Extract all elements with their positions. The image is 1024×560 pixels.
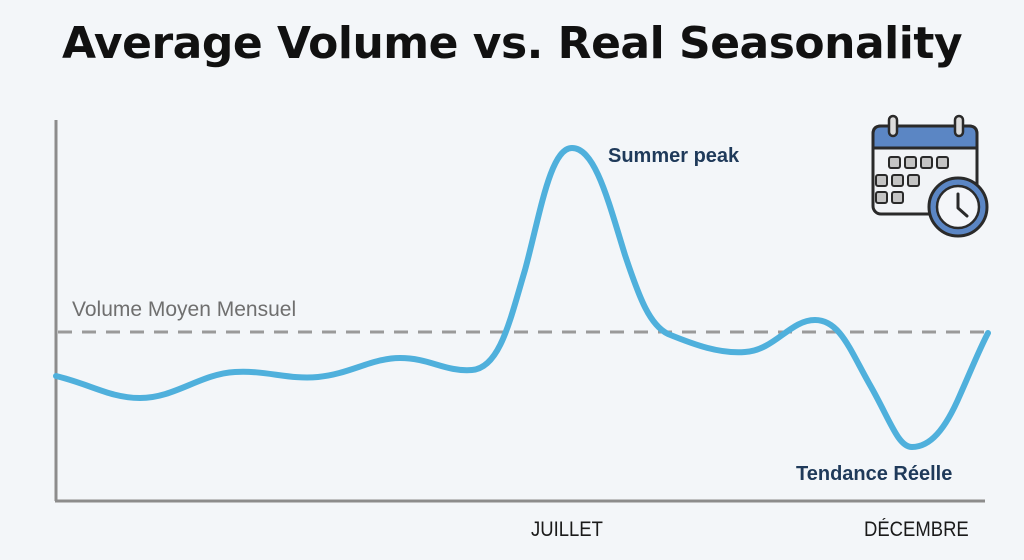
summer-peak-label: Summer peak: [608, 145, 740, 167]
x-tick-december: DÉCEMBRE: [864, 518, 969, 541]
real-trend-label: Tendance Réelle: [796, 463, 953, 485]
x-tick-july: JUILLET: [531, 518, 603, 541]
calendar-clock-icon: [871, 114, 989, 238]
average-line-label: Volume Moyen Mensuel: [72, 298, 297, 321]
real-trend-line: [53, 145, 991, 450]
chart-title: Average Volume vs. Real Seasonality: [61, 18, 963, 69]
